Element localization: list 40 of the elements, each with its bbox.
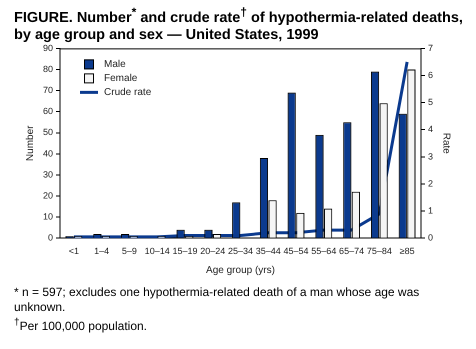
y2-tick-label: 4 bbox=[428, 124, 434, 134]
y2-tick-label: 6 bbox=[428, 70, 434, 80]
x-tick-label: 55–64 bbox=[311, 246, 336, 256]
text: $^{†}$Per 100,000 population. bbox=[14, 316, 148, 334]
y2-tick-label: 7 bbox=[428, 42, 434, 53]
x-tick-label: 15–19 bbox=[172, 246, 198, 256]
x-tick-label: 45–54 bbox=[284, 246, 309, 256]
y-tick-label: 60 bbox=[42, 106, 54, 116]
y2-axis-title: Rate bbox=[440, 132, 452, 154]
x-tick-label: 65–74 bbox=[339, 246, 364, 256]
y-tick-label: 40 bbox=[42, 148, 54, 158]
y-tick-label: 20 bbox=[42, 190, 54, 201]
x-tick-label: ≥85 bbox=[400, 246, 415, 256]
y-tick-label: 50 bbox=[42, 127, 54, 138]
x-tick-label: 75–84 bbox=[366, 246, 392, 256]
text: * n = 597; excludes one hypothermia-related death of a man whose age was unknown. bbox=[14, 285, 420, 315]
x-tick-label: 5–9 bbox=[122, 246, 137, 256]
y2-tick-label: 2 bbox=[428, 178, 434, 188]
y-tick-label: 10 bbox=[42, 212, 54, 222]
y2-tick-label: 1 bbox=[428, 206, 434, 216]
chart-title: FIGURE. Number$^{*}$ and crude rate$^{†}$ of hypothermia-related deaths, by age group and sex — United States, 1999 bbox=[14, 4, 464, 44]
y2-tick-label: 3 bbox=[428, 151, 434, 162]
y-tick-label: 80 bbox=[42, 64, 54, 74]
y-tick-label: 90 bbox=[42, 42, 54, 53]
legend-label: Female bbox=[104, 73, 138, 84]
x-tick-label: 1–4 bbox=[94, 246, 110, 256]
x-tick-label: <1 bbox=[68, 246, 80, 256]
y2-tick-label: 0 bbox=[428, 232, 434, 243]
x-tick-label: 10–14 bbox=[144, 246, 170, 256]
y-axis-title: Number bbox=[24, 124, 36, 162]
legend-label: Crude rate bbox=[104, 87, 152, 98]
x-axis-title: Age group (yrs) bbox=[206, 264, 275, 276]
y-tick-label: 70 bbox=[42, 85, 54, 96]
x-tick-label: 35–44 bbox=[256, 246, 281, 256]
legend-label: Male bbox=[104, 59, 126, 70]
y-tick-label: 0 bbox=[48, 232, 54, 243]
x-tick-label: 20–24 bbox=[200, 246, 226, 256]
x-tick-label: 25–34 bbox=[228, 246, 254, 256]
y2-tick-label: 5 bbox=[428, 97, 434, 108]
y-tick-label: 30 bbox=[42, 169, 54, 180]
